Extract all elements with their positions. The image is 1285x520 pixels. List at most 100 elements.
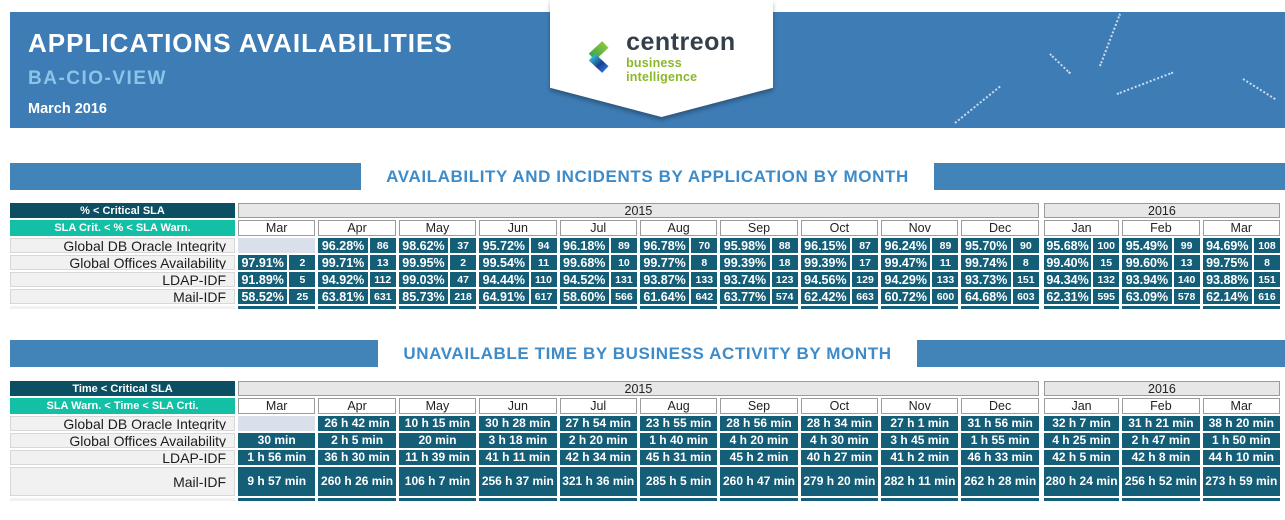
availability-value: 91.89% bbox=[238, 272, 288, 287]
cutoff-cell bbox=[318, 498, 396, 501]
incident-count: 37 bbox=[450, 238, 477, 253]
month-value-cell: 99.39% 17 bbox=[800, 255, 879, 270]
incident-count: 2 bbox=[450, 255, 477, 270]
month-value-cell: 95.70% 90 bbox=[961, 238, 1039, 253]
month-value-cell: 94.56% 129 bbox=[800, 272, 879, 287]
availability-value: 99.95% bbox=[398, 255, 449, 270]
availability-value: 97.91% bbox=[238, 255, 288, 270]
row-label: Global DB Oracle Integrity bbox=[10, 416, 235, 431]
month-value-cell: 58.52% 25 bbox=[238, 289, 316, 304]
year-header: 2015 bbox=[238, 203, 1039, 218]
empty-cell bbox=[238, 416, 316, 431]
incident-count: 8 bbox=[691, 255, 718, 270]
unavailable-time-value: 42 h 34 min bbox=[559, 450, 637, 465]
unavailable-time-value: 273 h 59 min bbox=[1202, 467, 1280, 496]
unavailable-time-value: 260 h 26 min bbox=[318, 467, 396, 496]
unavailable-time-value: 4 h 20 min bbox=[720, 433, 798, 448]
availability-value: 99.47% bbox=[881, 255, 931, 270]
cutoff-cell bbox=[639, 498, 718, 501]
month-value-cell: 64.91% 617 bbox=[479, 289, 557, 304]
month-header: Oct bbox=[800, 398, 879, 414]
cutoff-cell bbox=[559, 498, 637, 501]
incident-count: 108 bbox=[1253, 238, 1280, 253]
month-value-cell: 64.68% 603 bbox=[961, 289, 1039, 304]
row-label: Global DB Oracle Integrity bbox=[10, 238, 235, 253]
unavailable-time-value: 282 h 11 min bbox=[881, 467, 959, 496]
cutoff-cell bbox=[639, 306, 718, 309]
availability-value: 96.78% bbox=[639, 238, 690, 253]
unavailable-time-value: 2 h 20 min bbox=[559, 433, 637, 448]
month-header: Jan bbox=[1043, 220, 1120, 236]
month-header: Jun bbox=[479, 220, 557, 236]
incident-count: 8 bbox=[1253, 255, 1280, 270]
unavailable-time-value: 28 h 34 min bbox=[800, 416, 879, 431]
month-header: Mar bbox=[238, 220, 316, 236]
availability-value: 94.92% bbox=[318, 272, 368, 287]
incident-count: 100 bbox=[1093, 238, 1120, 253]
month-value-cell: 91.89% 5 bbox=[238, 272, 316, 287]
month-header: Sep bbox=[720, 398, 798, 414]
month-value-cell: 95.68% 100 bbox=[1043, 238, 1120, 253]
logo-name: centreon bbox=[626, 28, 736, 56]
month-value-cell: 95.98% 88 bbox=[720, 238, 798, 253]
incident-count: 129 bbox=[852, 272, 879, 287]
month-header: May bbox=[398, 398, 477, 414]
unavailable-time-value: 23 h 55 min bbox=[639, 416, 718, 431]
cutoff-cell bbox=[800, 306, 879, 309]
year-header: 2016 bbox=[1043, 203, 1280, 218]
availability-value: 62.14% bbox=[1202, 289, 1252, 304]
month-header: Jul bbox=[559, 398, 637, 414]
incident-count: 617 bbox=[530, 289, 557, 304]
month-value-cell: 99.95% 2 bbox=[398, 255, 477, 270]
report-period: March 2016 bbox=[28, 101, 107, 117]
incident-count: 131 bbox=[610, 272, 637, 287]
row-label: Mail-IDF bbox=[10, 289, 235, 304]
availability-value: 95.98% bbox=[720, 238, 770, 253]
availability-value: 99.75% bbox=[1202, 255, 1252, 270]
cutoff-cell bbox=[1043, 498, 1120, 501]
incident-count: 642 bbox=[691, 289, 718, 304]
unavailable-time-value: 106 h 7 min bbox=[398, 467, 477, 496]
unavailable-time-value: 44 h 10 min bbox=[1202, 450, 1280, 465]
unavailable-time-value: 3 h 45 min bbox=[881, 433, 959, 448]
month-value-cell: 93.73% 151 bbox=[961, 272, 1039, 287]
year-header: 2015 bbox=[238, 381, 1039, 396]
month-value-cell: 99.68% 10 bbox=[559, 255, 637, 270]
month-header: Jun bbox=[479, 398, 557, 414]
availability-value: 95.72% bbox=[479, 238, 529, 253]
month-value-cell: 99.74% 8 bbox=[961, 255, 1039, 270]
availability-value: 99.68% bbox=[559, 255, 609, 270]
month-header: Dec bbox=[961, 220, 1039, 236]
incident-count: 663 bbox=[852, 289, 879, 304]
availability-value: 96.24% bbox=[881, 238, 931, 253]
month-value-cell: 96.15% 87 bbox=[800, 238, 879, 253]
unavailable-time-value: 30 min bbox=[238, 433, 316, 448]
cutoff-cell bbox=[479, 306, 557, 309]
title-bar-right bbox=[916, 340, 1285, 367]
month-header: Nov bbox=[881, 220, 959, 236]
section-title-availability: AVAILABILITY AND INCIDENTS BY APPLICATIO… bbox=[10, 163, 1285, 190]
unavailable-time-value: 42 h 5 min bbox=[1043, 450, 1120, 465]
month-value-cell: 99.39% 18 bbox=[720, 255, 798, 270]
incident-count: 11 bbox=[932, 255, 959, 270]
month-value-cell: 94.52% 131 bbox=[559, 272, 637, 287]
incident-count: 70 bbox=[691, 238, 718, 253]
report-header: APPLICATIONS AVAILABILITIES BA-CIO-VIEW … bbox=[10, 0, 1285, 128]
incident-count: 99 bbox=[1173, 238, 1200, 253]
incident-count: 133 bbox=[932, 272, 959, 287]
incident-count: 218 bbox=[450, 289, 477, 304]
availability-table: % < Critical SLA 2015 2016 SLA Crit. < % < … bbox=[10, 203, 1280, 309]
incident-count: 132 bbox=[1093, 272, 1120, 287]
month-header: Feb bbox=[1122, 220, 1200, 236]
section-title-unavailable-time: UNAVAILABLE TIME BY BUSINESS ACTIVITY BY… bbox=[10, 340, 1285, 367]
unavailable-time-value: 4 h 25 min bbox=[1043, 433, 1120, 448]
incident-count: 123 bbox=[771, 272, 798, 287]
unavailable-time-value: 40 h 27 min bbox=[800, 450, 879, 465]
report-header-text: APPLICATIONS AVAILABILITIES BA-CIO-VIEW … bbox=[28, 28, 453, 117]
availability-value: 60.72% bbox=[881, 289, 931, 304]
row-label: LDAP-IDF bbox=[10, 450, 235, 465]
month-value-cell: 99.77% 8 bbox=[639, 255, 718, 270]
availability-value: 99.39% bbox=[720, 255, 770, 270]
month-value-cell: 85.73% 218 bbox=[398, 289, 477, 304]
month-header: Jul bbox=[559, 220, 637, 236]
